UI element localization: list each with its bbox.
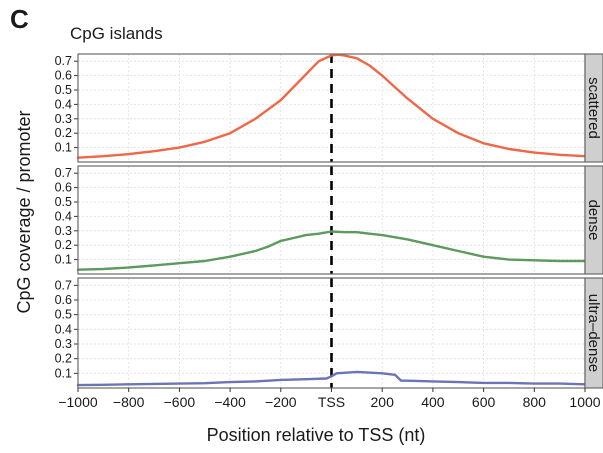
y-tick-label: 0.6 — [55, 181, 72, 195]
y-tick-label: 0.1 — [55, 253, 72, 267]
x-axis: −1000 −800 −600 −400 −200 TSS 200 400 600 800 1000 — [58, 388, 601, 410]
facet-strip — [584, 165, 603, 275]
facet-1: 0.10.20.30.40.50.60.7 scattered — [55, 53, 603, 163]
series-line-1 — [76, 53, 587, 159]
facet-strip — [584, 277, 603, 389]
y-tick-label: 0.3 — [55, 224, 72, 238]
y-tick-label: 0.2 — [55, 238, 72, 252]
x-tick-label: 1000 — [569, 394, 600, 410]
y-tick-label: 0.3 — [55, 112, 72, 126]
facet-strip-label: dense — [585, 200, 602, 241]
y-tick-label: 0.2 — [55, 126, 72, 140]
y-tick-label: 0.4 — [55, 322, 72, 336]
y-tick-label: 0.7 — [55, 278, 72, 292]
y-tick-label: 0.5 — [55, 308, 72, 322]
panel-letter: C — [10, 4, 29, 34]
y-tick-label: 0.7 — [55, 166, 72, 180]
facet-strip — [584, 53, 603, 163]
y-tick-label: 0.4 — [55, 97, 72, 111]
x-tick-label: 600 — [472, 394, 496, 410]
y-tick-label: 0.4 — [55, 209, 72, 223]
x-tick-label: −400 — [214, 394, 246, 410]
y-tick-label: 0.5 — [55, 195, 72, 209]
series-line-3 — [76, 370, 587, 387]
facet-strip-label: scattered — [585, 77, 602, 139]
facet-2: 0.10.20.30.40.50.60.7 dense — [55, 165, 603, 275]
y-tick-label: 0.3 — [55, 337, 72, 351]
x-tick-label: 400 — [421, 394, 445, 410]
x-tick-label: 800 — [523, 394, 547, 410]
y-tick-label: 0.5 — [55, 83, 72, 97]
x-tick-label: 200 — [371, 394, 395, 410]
y-tick-label: 0.2 — [55, 352, 72, 366]
x-tick-label: TSS — [318, 394, 345, 410]
facet-3: 0.10.20.30.40.50.60.7 ultra–dense — [55, 277, 603, 389]
y-tick-label: 0.6 — [55, 293, 72, 307]
x-tick-label: −1000 — [58, 394, 98, 410]
y-tick-label: 0.1 — [55, 366, 72, 380]
series-line-2 — [76, 230, 587, 271]
y-tick-label: 0.7 — [55, 54, 72, 68]
facet-strip-label: ultra–dense — [585, 294, 602, 372]
x-axis-title: Position relative to TSS (nt) — [207, 425, 426, 445]
x-tick-label: −600 — [164, 394, 196, 410]
chart-title: CpG islands — [70, 24, 163, 43]
y-axis-title: CpG coverage / promoter — [14, 110, 34, 313]
x-tick-label: −800 — [113, 394, 145, 410]
x-tick-label: −200 — [265, 394, 297, 410]
facet-panels: 0.10.20.30.40.50.60.7scattered0.10.20.30… — [55, 53, 603, 389]
y-tick-label: 0.1 — [55, 141, 72, 155]
y-tick-label: 0.6 — [55, 69, 72, 83]
